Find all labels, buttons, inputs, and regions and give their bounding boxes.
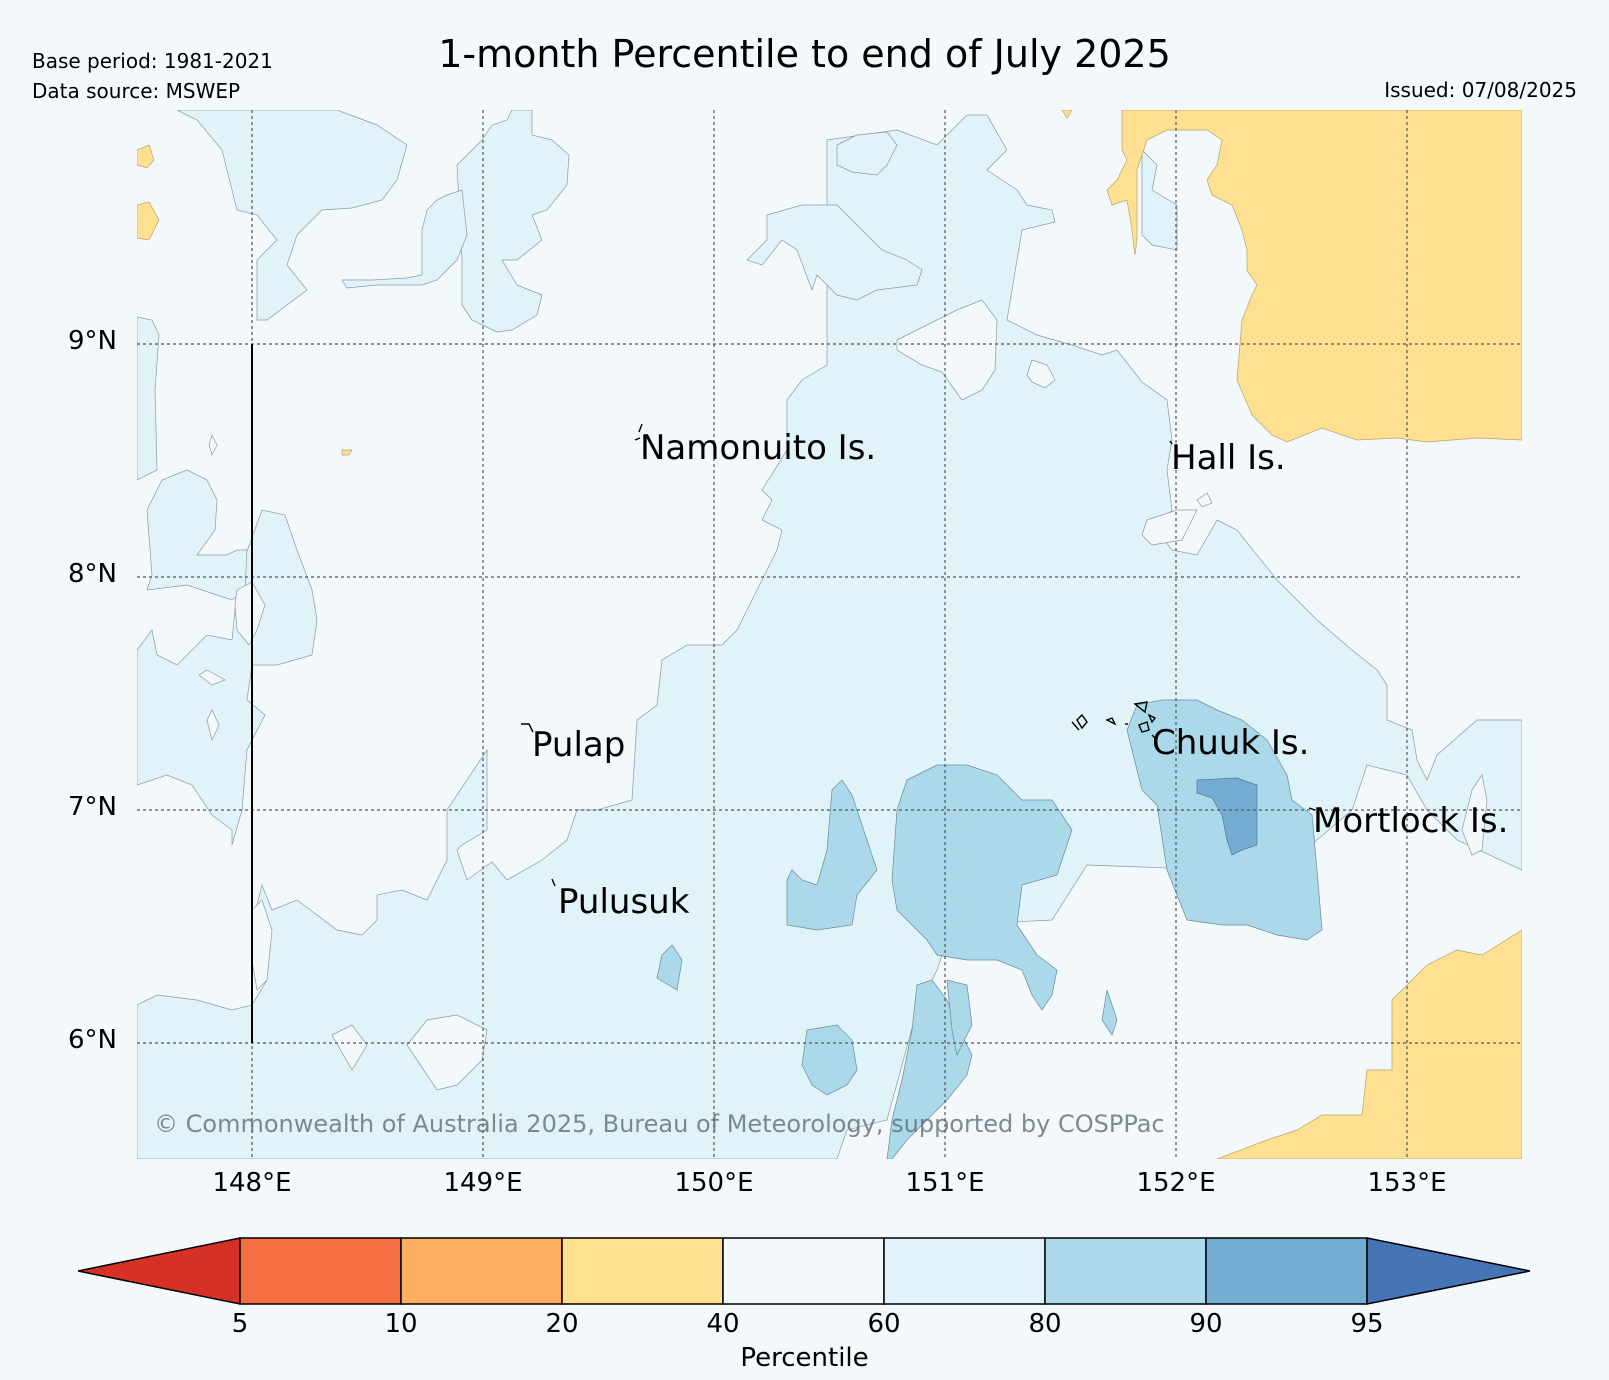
colorbar-tick-60: 60: [867, 1309, 901, 1339]
region-80-90-center-west: [786, 779, 878, 931]
region-60-80-top-mid-arm: [341, 189, 468, 289]
region-20-40-top-left-a: [137, 144, 155, 169]
place-label-pulusuk: Pulusuk: [558, 882, 690, 922]
colorbar-tick-95: 95: [1350, 1309, 1384, 1339]
region-40-60-d: [1461, 774, 1488, 856]
lon-label-149e: 149°E: [443, 1168, 523, 1198]
region-60-80-northwest: [146, 469, 248, 601]
region-40-60-i: [331, 1024, 368, 1071]
lon-label-153e: 153°E: [1367, 1168, 1447, 1198]
place-label-hall: Hall Is.: [1171, 438, 1286, 478]
colorbar-segment-80-90: [1044, 1237, 1207, 1305]
place-label-namonuito: Namonuito Is.: [640, 428, 877, 468]
island-chuuk-c: [1105, 717, 1117, 726]
map-svg: [137, 110, 1522, 1159]
copyright-notice: © Commonwealth of Australia 2025, Bureau…: [154, 1110, 1165, 1138]
metadata-left: Base period: 1981-2021 Data source: MSWE…: [32, 46, 273, 106]
colorbar-segment-5-10: [239, 1237, 402, 1305]
colorbar-tick-20: 20: [545, 1309, 579, 1339]
place-label-pulap: Pulap: [532, 725, 626, 765]
lat-label-6n: 6°N: [68, 1025, 117, 1055]
island-chuuk-f: [1147, 713, 1157, 724]
colorbar-label: Percentile: [740, 1343, 869, 1373]
region-80-90-small-a: [656, 944, 683, 991]
island-chuuk-e: [1138, 721, 1150, 733]
island-namonuito: [634, 423, 643, 441]
region-90-95-mortlock: [1196, 777, 1258, 856]
region-60-80-top-mid: [456, 110, 570, 333]
colorbar-svg: [77, 1237, 1531, 1305]
region-80-90-south-b: [946, 979, 973, 1057]
colorbar-segment-90-95: [1205, 1237, 1368, 1305]
island-hall: [1169, 440, 1173, 445]
lat-label-9n: 9°N: [68, 326, 117, 356]
colorbar-tick-40: 40: [706, 1309, 740, 1339]
lon-label-148e: 148°E: [212, 1168, 292, 1198]
island-chuuk-b: [1071, 721, 1080, 731]
region-40-60-h: [406, 1014, 488, 1091]
region-60-80-top-left: [176, 110, 408, 321]
island-pulusuk: [551, 878, 556, 887]
map-title: 1-month Percentile to end of July 2025: [438, 32, 1171, 76]
region-40-60-c: [1141, 509, 1198, 546]
lon-label-150e: 150°E: [674, 1168, 754, 1198]
region-40-60-g: [206, 709, 220, 742]
lon-label-152e: 152°E: [1136, 1168, 1216, 1198]
base-period-text: Base period: 1981-2021: [32, 49, 273, 73]
region-40-60-l: [1196, 492, 1213, 508]
colorbar-segment-60-80: [883, 1237, 1046, 1305]
colorbar-tick-80: 80: [1028, 1309, 1062, 1339]
region-40-60-a: [896, 299, 998, 401]
place-label-mortlock: Mortlock Is.: [1313, 801, 1509, 841]
region-60-80-west: [137, 316, 160, 481]
colorbar-segment-20-40: [561, 1237, 724, 1305]
colorbar: [77, 1236, 1532, 1306]
percentile-20-40-regions: [137, 110, 1522, 1159]
island-mortlock: [1308, 807, 1316, 811]
region-20-40-northeast: [1106, 110, 1522, 443]
region-80-90-small-b: [1101, 989, 1118, 1036]
region-40-60-f: [198, 669, 226, 686]
place-label-chuuk: Chuuk Is.: [1152, 723, 1310, 763]
region-60-80-northeast: [1141, 149, 1178, 251]
region-40-60-b: [1026, 359, 1056, 389]
colorbar-tick-10: 10: [384, 1309, 418, 1339]
region-40-60-k: [208, 434, 218, 456]
region-60-80-top-center-lobe: [836, 131, 898, 176]
map-gridlines: [137, 110, 1522, 1159]
region-20-40-southeast: [1216, 929, 1522, 1159]
island-chuuk-h: [1151, 734, 1158, 741]
region-20-40-speck-b: [1061, 110, 1073, 119]
data-source-text: Data source: MSWEP: [32, 79, 241, 103]
region-60-80-top-center: [746, 204, 923, 301]
island-pulap: [521, 723, 534, 733]
colorbar-segments: [77, 1237, 1531, 1305]
percentile-90-95-regions: [1196, 777, 1258, 856]
region-20-40-top-left-b: [137, 201, 160, 241]
lon-label-151e: 151°E: [905, 1168, 985, 1198]
island-chuuk-a: [1076, 713, 1088, 730]
colorbar-segment-below-5: [77, 1237, 241, 1305]
colorbar-segment-10-20: [400, 1237, 563, 1305]
island-outlines: [521, 423, 1316, 887]
region-60-80-west-strip: [137, 509, 318, 846]
issued-date-text: Issued: 07/08/2025: [1384, 78, 1577, 102]
island-chuuk-d: [1133, 701, 1148, 714]
colorbar-tick-90: 90: [1189, 1309, 1223, 1339]
map-plot-area: [137, 110, 1522, 1159]
colorbar-tick-5: 5: [231, 1309, 249, 1339]
colorbar-segment-40-60: [722, 1237, 885, 1305]
region-80-90-center: [891, 764, 1073, 1011]
colorbar-segment-above-95: [1366, 1237, 1531, 1305]
region-20-40-speck-a: [341, 449, 353, 456]
lat-label-7n: 7°N: [68, 792, 117, 822]
lat-label-8n: 8°N: [68, 559, 117, 589]
